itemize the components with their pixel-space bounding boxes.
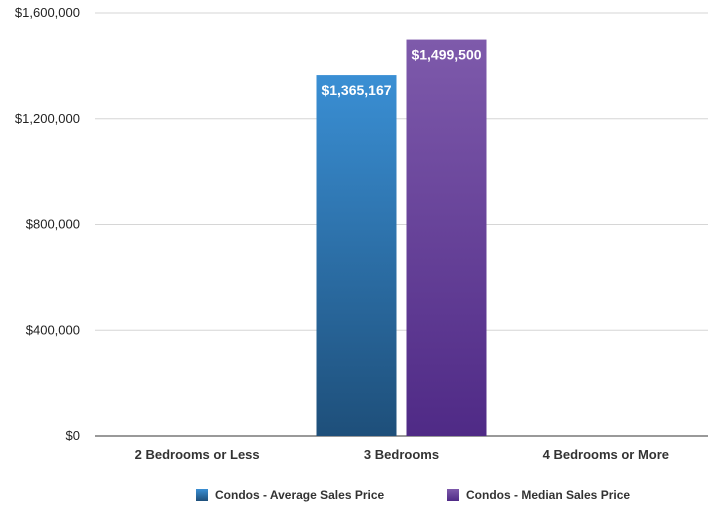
x-category-label: 4 Bedrooms or More bbox=[543, 447, 669, 462]
x-category-label: 2 Bedrooms or Less bbox=[135, 447, 260, 462]
x-category-label: 3 Bedrooms bbox=[364, 447, 439, 462]
y-tick-label: $400,000 bbox=[26, 322, 80, 337]
y-axis-ticks: $0 $400,000 $800,000 $1,200,000 $1,600,000 bbox=[15, 5, 80, 443]
y-tick-label: $1,200,000 bbox=[15, 111, 80, 126]
legend-swatch bbox=[447, 489, 459, 501]
y-tick-label: $1,600,000 bbox=[15, 5, 80, 20]
data-label: $1,499,500 bbox=[411, 47, 481, 63]
data-label: $1,365,167 bbox=[321, 82, 391, 98]
legend-swatch bbox=[196, 489, 208, 501]
gridlines bbox=[95, 12, 708, 437]
legend-label: Condos - Median Sales Price bbox=[466, 488, 630, 502]
legend-label: Condos - Average Sales Price bbox=[215, 488, 385, 502]
bar-average-1 bbox=[316, 75, 397, 436]
y-tick-label: $0 bbox=[66, 428, 80, 443]
legend: Condos - Average Sales Price Condos - Med… bbox=[196, 488, 630, 502]
bars bbox=[316, 39, 487, 436]
data-labels: $1,365,167 $1,499,500 bbox=[321, 47, 481, 99]
x-axis-categories: 2 Bedrooms or Less 3 Bedrooms 4 Bedrooms o… bbox=[135, 447, 669, 462]
bar-median-1 bbox=[406, 39, 487, 436]
y-tick-label: $800,000 bbox=[26, 217, 80, 232]
